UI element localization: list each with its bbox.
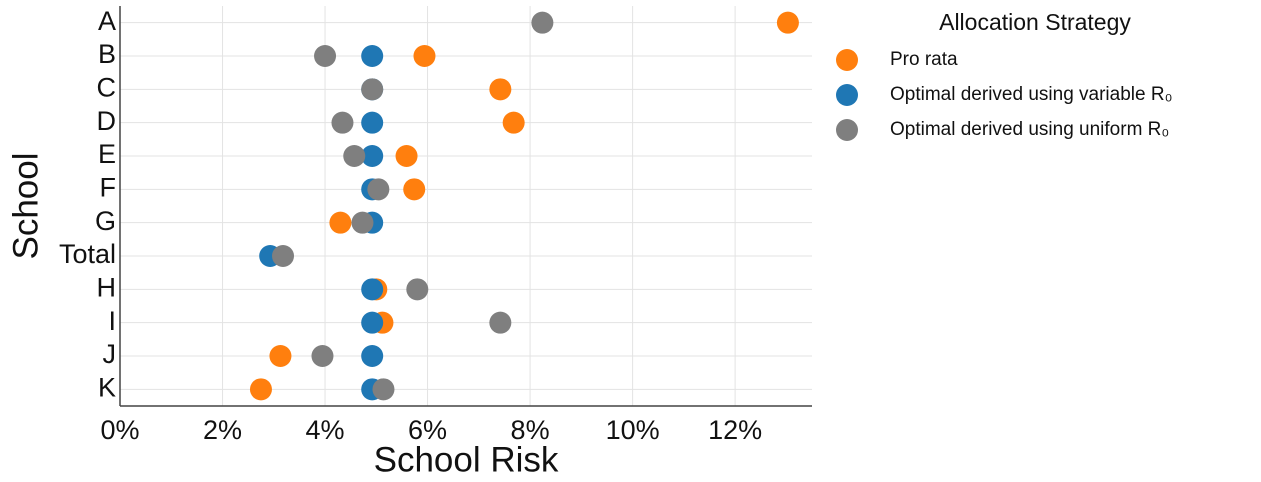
x-tick-label: 4% [306, 415, 345, 445]
dot [531, 11, 554, 34]
dot [329, 211, 352, 234]
y-tick-label: D [97, 106, 117, 136]
dot [272, 245, 295, 267]
y-tick-label: E [98, 139, 116, 169]
y-tick-label: A [98, 6, 116, 36]
dot [502, 111, 525, 134]
dot [311, 345, 334, 367]
y-tick-label: I [108, 306, 116, 336]
dot [406, 278, 429, 301]
legend-title: Allocation Strategy [939, 9, 1131, 35]
legend-label: Optimal derived using uniform R₀ [890, 119, 1169, 140]
dot [343, 145, 366, 167]
dot [361, 78, 384, 101]
dot [372, 378, 395, 401]
x-tick-label: 2% [203, 415, 242, 445]
dot [489, 311, 512, 334]
dot [331, 111, 354, 134]
dot [395, 145, 418, 167]
dot [776, 11, 799, 34]
y-axis-label: School [6, 152, 45, 259]
x-axis-label: School Risk [374, 440, 559, 479]
dot [361, 278, 384, 301]
dot [249, 378, 272, 401]
legend-marker [836, 84, 858, 106]
legend-label: Pro rata [890, 49, 958, 70]
legend-marker [836, 49, 858, 71]
dot [361, 111, 384, 134]
x-tick-label: 8% [511, 415, 550, 445]
legend-marker [836, 119, 858, 141]
dot [413, 45, 436, 67]
x-tick-label: 10% [606, 415, 660, 445]
y-tick-label: Total [59, 239, 116, 269]
y-tick-label: G [95, 206, 116, 236]
x-tick-label: 0% [100, 415, 139, 445]
dot [351, 211, 374, 234]
y-tick-label: F [100, 172, 117, 202]
y-tick-label: K [98, 372, 116, 402]
y-tick-label: J [103, 339, 117, 369]
legend-label: Optimal derived using variable R₀ [890, 84, 1172, 105]
x-tick-label: 6% [408, 415, 447, 445]
dot [403, 178, 426, 201]
y-tick-label: H [97, 272, 117, 302]
y-tick-label: C [97, 72, 117, 102]
dot [361, 45, 384, 67]
dot [361, 345, 384, 367]
dot [269, 345, 292, 367]
dot [361, 311, 384, 334]
x-tick-label: 12% [708, 415, 762, 445]
y-tick-label: B [98, 39, 116, 69]
dot [367, 178, 390, 201]
dot [489, 78, 512, 101]
dot [314, 45, 337, 67]
dot [361, 145, 384, 167]
